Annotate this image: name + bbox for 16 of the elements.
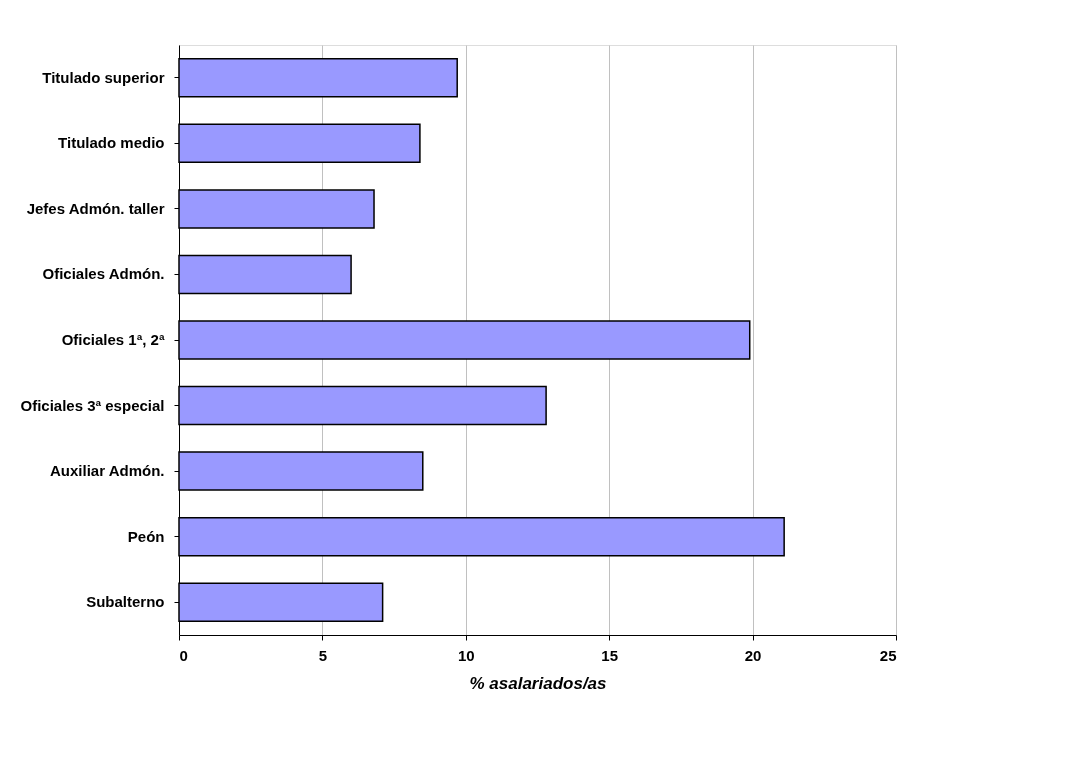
y-tick-label: Oficiales 1ª, 2ª — [61, 331, 165, 348]
y-tick-label: Jefes Admón. taller — [26, 199, 165, 217]
y-tick-label: Oficiales Admón. — [42, 265, 165, 283]
y-tick-label: Titulado superior — [42, 68, 165, 86]
x-tick-label: 20 — [744, 646, 762, 664]
y-tick-label: Oficiales 3ª especial — [20, 396, 165, 414]
y-tick-label: Titulado medio — [58, 134, 165, 152]
y-tick-label: Peón — [127, 527, 165, 545]
y-tick-label: Subalterno — [86, 593, 165, 611]
x-tick-label: 25 — [879, 646, 897, 664]
x-tick-label: 15 — [601, 646, 619, 664]
x-tick-label: 10 — [457, 646, 475, 664]
y-tick-label: Auxiliar Admón. — [50, 462, 165, 480]
x-tick-label: 5 — [318, 646, 328, 664]
x-axis-title: % asalariados/as — [469, 673, 607, 693]
x-tick-label: 0 — [179, 646, 188, 664]
